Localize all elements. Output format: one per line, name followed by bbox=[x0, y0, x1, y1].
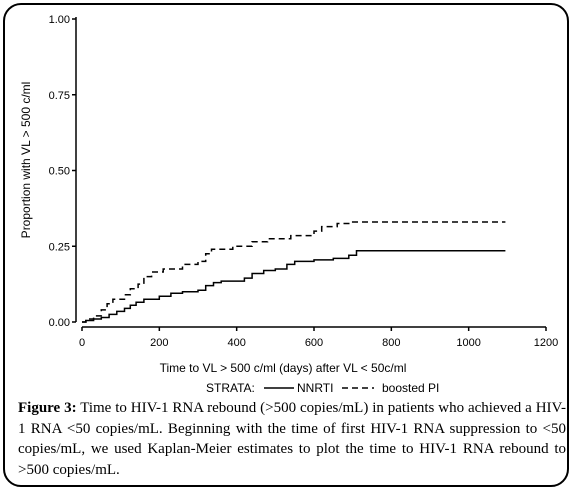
y-tick-label: 0.00 bbox=[49, 317, 70, 329]
y-tick-label: 0.75 bbox=[49, 90, 70, 102]
x-tick-label: 400 bbox=[227, 337, 245, 349]
series-line-boosted-pi bbox=[82, 221, 506, 323]
x-tick-label: 0 bbox=[79, 337, 85, 349]
figure-frame bbox=[3, 3, 569, 487]
x-tick-label: 600 bbox=[305, 337, 323, 349]
y-tick-label: 0.25 bbox=[49, 241, 70, 253]
x-axis-label: Time to VL > 500 c/ml (days) after VL < … bbox=[160, 361, 407, 375]
legend-label-boosted-pi: boosted PI bbox=[382, 381, 439, 395]
caption-label: Figure 3: bbox=[18, 400, 77, 416]
y-tick-label: 1.00 bbox=[49, 14, 70, 26]
x-tick-label: 200 bbox=[150, 337, 168, 349]
km-chart: Proportion with VL > 500 c/ml Time to VL… bbox=[19, 14, 558, 395]
x-tick-label: 800 bbox=[382, 337, 400, 349]
x-tick-label: 1200 bbox=[534, 337, 558, 349]
figure-caption: Figure 3: Time to HIV-1 RNA rebound (>50… bbox=[18, 398, 566, 480]
series-line-nnrti bbox=[82, 250, 506, 323]
x-tick-label: 1000 bbox=[456, 337, 480, 349]
legend-label-nnrti: NNRTI bbox=[297, 381, 333, 395]
legend-title: STRATA: bbox=[206, 381, 255, 395]
caption-text: Time to HIV-1 RNA rebound (>500 copies/m… bbox=[18, 400, 566, 478]
y-tick-label: 0.50 bbox=[49, 166, 70, 178]
y-axis-label: Proportion with VL > 500 c/ml bbox=[19, 82, 33, 239]
